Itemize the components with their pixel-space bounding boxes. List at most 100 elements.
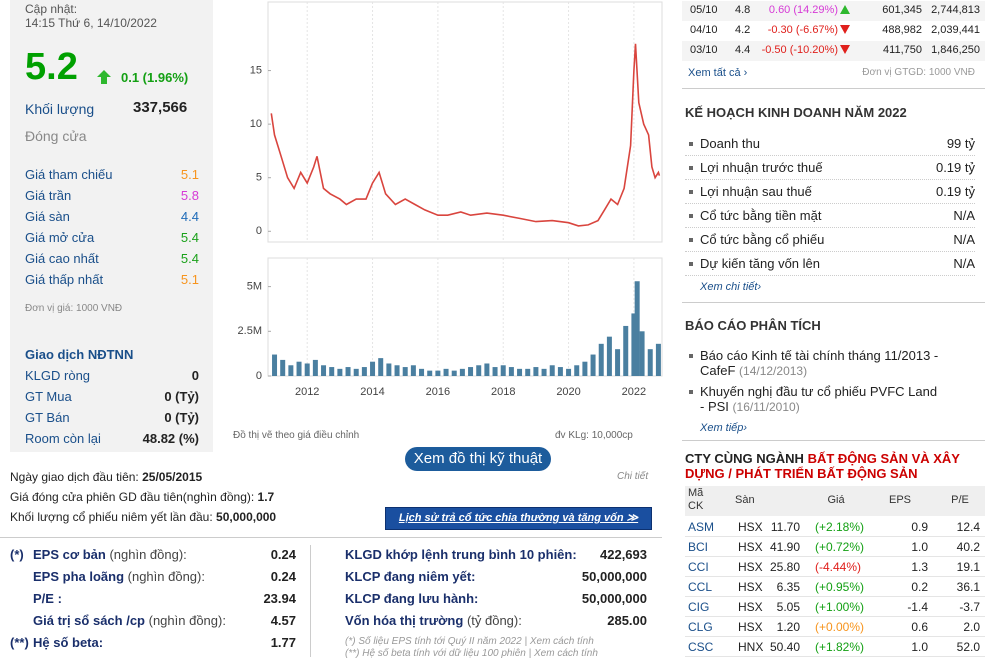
peer-code[interactable]: CSC bbox=[688, 640, 714, 654]
y-tick-label: 0 bbox=[256, 370, 262, 382]
peer-exchange: HSX bbox=[738, 520, 763, 534]
volume-bar bbox=[484, 363, 490, 376]
report-date: (14/12/2013) bbox=[739, 364, 808, 378]
level-label: Giá thấp nhất bbox=[25, 272, 104, 287]
row-line bbox=[685, 656, 985, 657]
peer-change: (+0.00%) bbox=[815, 620, 865, 634]
x-tick-label: 2012 bbox=[295, 386, 319, 398]
value: 1,846,250 bbox=[931, 44, 980, 56]
level-value: 5.4 bbox=[180, 251, 199, 266]
report-title[interactable]: Khuyến nghị đầu tư cổ phiếu PVFC Land - … bbox=[700, 384, 938, 414]
level-value: 5.1 bbox=[180, 167, 199, 182]
peer-eps: 1.3 bbox=[911, 560, 928, 574]
plan-label: Cổ tức bằng cổ phiếu bbox=[700, 232, 825, 247]
fund-label: KLCP đang niêm yết: bbox=[345, 569, 476, 584]
volume-bar bbox=[634, 281, 640, 376]
plan-label: Cổ tức bằng tiền mặt bbox=[700, 208, 822, 223]
volume-bar bbox=[419, 368, 425, 376]
peer-code[interactable]: ASM bbox=[688, 520, 715, 534]
plan-more[interactable]: Xem chi tiết› bbox=[700, 281, 762, 293]
plan-value: 0.19 tỷ bbox=[935, 160, 975, 175]
level-label: Giá sàn bbox=[25, 209, 70, 224]
peer-price: 25.80 bbox=[769, 560, 800, 574]
peer-header-cell: Sàn bbox=[735, 494, 755, 506]
foreign-value: 0 (Tỷ) bbox=[164, 410, 199, 425]
bullet bbox=[689, 142, 693, 146]
date: 04/10 bbox=[690, 24, 718, 36]
fund-value: 4.57 bbox=[270, 613, 296, 628]
unit: (tỷ đồng): bbox=[466, 613, 522, 628]
row-line bbox=[685, 179, 975, 180]
level-value: 5.8 bbox=[180, 188, 199, 203]
volume-bar bbox=[639, 331, 645, 376]
divider bbox=[682, 302, 985, 303]
level-value: 4.4 bbox=[180, 209, 199, 224]
label: EPS cơ bản bbox=[33, 547, 106, 562]
up-arrow bbox=[840, 5, 850, 14]
prefix: (*) bbox=[10, 547, 24, 562]
volume-bar bbox=[541, 368, 547, 376]
analysis-item[interactable]: Khuyến nghị đầu tư cổ phiếu PVFC Land - … bbox=[700, 384, 940, 415]
label: Hệ số beta: bbox=[33, 635, 104, 650]
peer-header-cell: P/E bbox=[951, 494, 969, 506]
peer-code[interactable]: CLG bbox=[688, 620, 713, 634]
volume-unit: đv KLg: 10,000cp bbox=[555, 430, 633, 441]
price: 4.4 bbox=[735, 44, 751, 56]
row-line bbox=[685, 227, 975, 228]
fund-label: EPS cơ bản (nghìn đồng): bbox=[33, 547, 187, 562]
peer-eps: 1.0 bbox=[911, 640, 928, 654]
plan-label: Lợi nhuận trước thuế bbox=[700, 160, 823, 175]
dividend-button[interactable]: Lịch sử trả cổ tức chia thường và tăng v… bbox=[385, 507, 652, 530]
technical-button[interactable]: Xem đồ thị kỹ thuật bbox=[405, 447, 551, 471]
foreign-label: KLGD ròng bbox=[25, 368, 91, 383]
fund-label: Vốn hóa thị trường (tỷ đồng): bbox=[345, 613, 522, 628]
peer-code[interactable]: CCL bbox=[688, 580, 713, 594]
volume-bar bbox=[606, 336, 612, 376]
fund-label: KLGD khớp lệnh trung bình 10 phiên: bbox=[345, 547, 577, 562]
plan-title: KẾ HOẠCH KINH DOANH NĂM 2022 bbox=[685, 105, 907, 120]
fund-label: KLCP đang lưu hành: bbox=[345, 591, 478, 606]
label: EPS pha loãng bbox=[33, 569, 125, 584]
listing-label: Khối lượng cổ phiếu niêm yết lần đầu: bbox=[10, 510, 213, 524]
peer-eps: -1.4 bbox=[907, 600, 928, 614]
volume-bar bbox=[459, 368, 465, 376]
volume-bar bbox=[386, 363, 392, 376]
peer-code[interactable]: BCI bbox=[688, 540, 709, 554]
row-line bbox=[685, 203, 975, 204]
analysis-item[interactable]: Báo cáo Kinh tế tài chính tháng 11/2013 … bbox=[700, 348, 940, 379]
volume: 488,982 bbox=[882, 24, 922, 36]
peer-code[interactable]: CIG bbox=[688, 600, 710, 614]
fund-label: Hệ số beta: bbox=[33, 635, 103, 650]
analysis-title: BÁO CÁO PHÂN TÍCH bbox=[685, 318, 821, 333]
volume-bar bbox=[500, 365, 506, 376]
fund-value: 422,693 bbox=[600, 547, 647, 562]
peer-price: 41.90 bbox=[769, 540, 800, 554]
peer-change: (+1.82%) bbox=[815, 640, 865, 654]
volume-bar bbox=[394, 365, 400, 376]
row-line bbox=[685, 155, 975, 156]
peer-change: (+1.00%) bbox=[815, 600, 865, 614]
volume-bar bbox=[296, 361, 302, 376]
peers-label: CTY CÙNG NGÀNH bbox=[685, 451, 804, 466]
level-label: Giá mở cửa bbox=[25, 230, 95, 245]
peer-eps: 0.2 bbox=[911, 580, 928, 594]
peer-eps: 0.9 bbox=[911, 520, 928, 534]
view-all[interactable]: Xem tất cả › bbox=[688, 67, 748, 79]
volume-bar bbox=[312, 359, 318, 376]
foreign-title: Giao dịch NĐTNN bbox=[25, 347, 134, 362]
listing-value: 50,000,000 bbox=[216, 510, 277, 524]
fund-label: Giá trị sổ sách /cp (nghìn đồng): bbox=[33, 613, 226, 628]
change: 0.60 (14.29%) bbox=[768, 4, 838, 16]
report-title[interactable]: Báo cáo Kinh tế tài chính tháng 11/2013 … bbox=[700, 348, 939, 378]
volume: 337,566 bbox=[133, 99, 188, 116]
peer-code[interactable]: CCI bbox=[688, 560, 709, 574]
volume-bar bbox=[615, 349, 621, 376]
y-tick-label: 5 bbox=[256, 172, 262, 184]
x-tick-label: 2018 bbox=[491, 386, 515, 398]
analysis-more[interactable]: Xem tiếp› bbox=[700, 422, 748, 434]
divider bbox=[682, 440, 985, 441]
detail-link[interactable]: Chi tiết bbox=[617, 471, 649, 482]
peer-pe: 19.1 bbox=[956, 560, 980, 574]
peer-price: 5.05 bbox=[776, 600, 800, 614]
foreign-value: 0 bbox=[191, 368, 199, 383]
